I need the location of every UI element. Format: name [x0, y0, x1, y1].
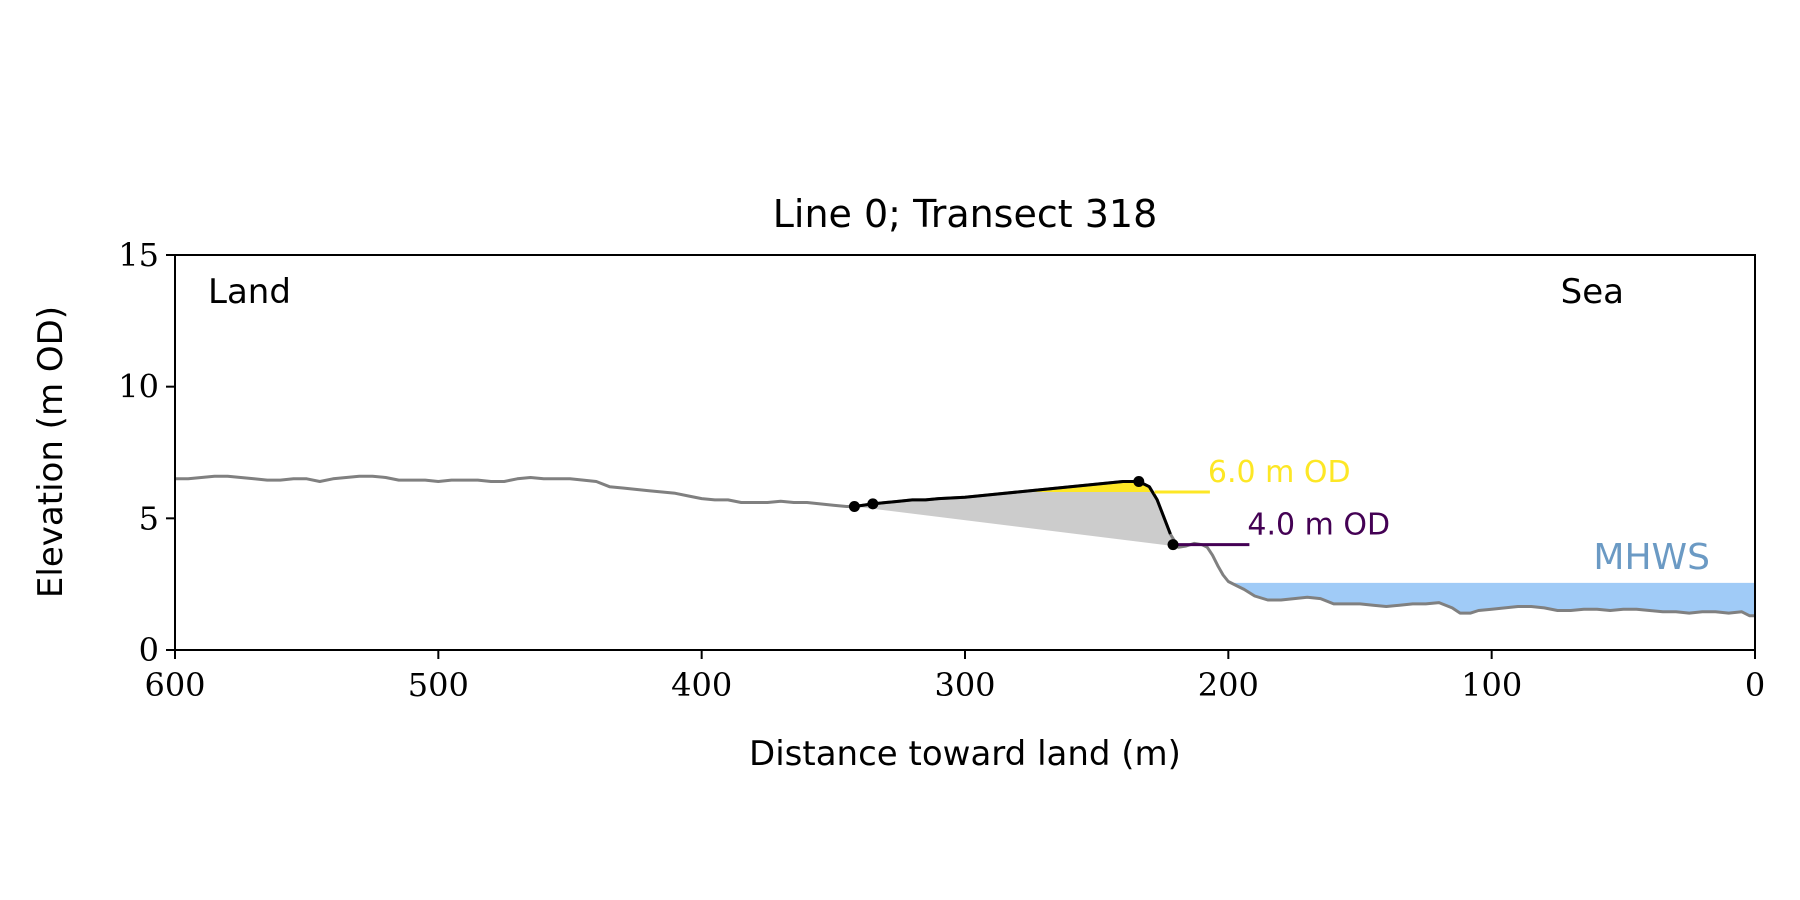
axis-ticks: 600 500 400 300 200 100 0 0 5 10 15: [118, 236, 1765, 704]
chart-title: Line 0; Transect 318: [773, 192, 1158, 236]
level-label-1: 4.0 m OD: [1247, 508, 1390, 543]
x-tick-label: 200: [1198, 666, 1259, 704]
x-tick-label: 0: [1745, 666, 1765, 704]
mhws-band: [1228, 582, 1755, 616]
y-axis-label: Elevation (m OD): [31, 306, 71, 598]
dune-marker: [867, 498, 879, 510]
x-tick-label: 400: [671, 666, 732, 704]
land-label: Land: [208, 272, 291, 312]
x-axis-label: Distance toward land (m): [749, 734, 1181, 774]
y-tick-label: 15: [118, 236, 159, 274]
x-tick-label: 500: [408, 666, 469, 704]
y-tick-label: 5: [139, 499, 159, 537]
x-tick-label: 300: [934, 666, 995, 704]
dune-marker: [1167, 539, 1179, 551]
dune-marker: [1133, 475, 1145, 487]
dune-marker: [848, 500, 860, 512]
plot-area: 6.0 m OD 4.0 m OD MHWS: [175, 455, 1755, 618]
x-tick-label: 100: [1461, 666, 1522, 704]
x-tick-label: 600: [144, 666, 205, 704]
sea-label: Sea: [1561, 272, 1624, 312]
dune-volume-fill: [854, 481, 1173, 546]
y-tick-label: 10: [118, 368, 159, 406]
level-label-0: 6.0 m OD: [1208, 455, 1351, 490]
mhws-label: MHWS: [1593, 537, 1710, 578]
y-tick-label: 0: [139, 631, 159, 669]
